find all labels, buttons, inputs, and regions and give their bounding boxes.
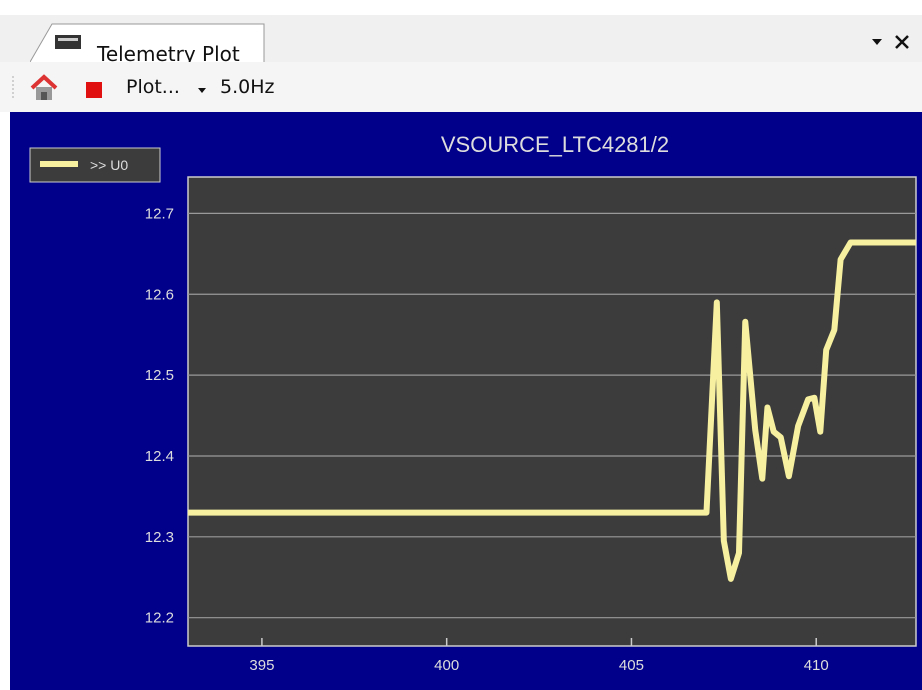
toolbar: Plot... 5.0Hz	[0, 62, 922, 112]
tab-icon	[55, 35, 81, 49]
close-icon[interactable]	[895, 35, 909, 49]
y-tick-label: 12.7	[145, 205, 174, 222]
x-tick-label: 405	[619, 657, 644, 674]
y-tick-label: 12.2	[145, 610, 174, 627]
plot-area	[187, 176, 917, 647]
y-tick-label: 12.5	[145, 367, 174, 384]
home-icon[interactable]	[30, 74, 58, 100]
menu-arrow	[198, 88, 206, 93]
series-line	[188, 239, 916, 582]
tab[interactable]	[30, 23, 265, 62]
x-tick-label: 395	[249, 657, 274, 674]
y-tick-label: 12.6	[145, 286, 174, 303]
rate-label[interactable]: 5.0Hz	[220, 76, 275, 98]
x-tick-label: 400	[434, 657, 459, 674]
tab-bar: Telemetry Plot	[0, 15, 922, 66]
x-tick-label: 410	[804, 657, 829, 674]
stop-icon[interactable]	[86, 82, 102, 98]
plot-menu[interactable]: Plot...	[126, 76, 180, 98]
dropdown-icon[interactable]	[872, 39, 882, 45]
y-tick-label: 12.4	[145, 448, 174, 465]
chart-title: VSOURCE_LTC4281/2	[441, 132, 669, 157]
legend-label: >> U0	[90, 157, 128, 173]
chart: VSOURCE_LTC4281/2 12.2 12.3 12.4 12.5 12.6 12…	[10, 112, 922, 690]
toolbar-icons	[12, 74, 102, 100]
y-tick-label: 12.3	[145, 529, 174, 546]
tab-controls	[872, 35, 909, 49]
